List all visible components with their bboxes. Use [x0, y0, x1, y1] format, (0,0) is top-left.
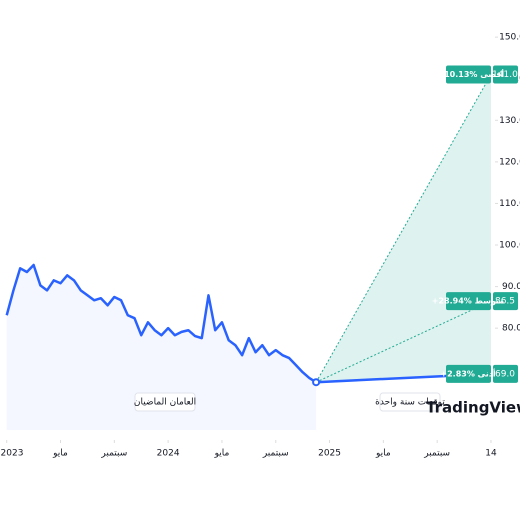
x-tick-label: 2024	[157, 449, 180, 459]
y-tick-label: 150.0	[499, 33, 520, 43]
level-tag-label: +2.83% أدنى	[440, 368, 495, 378]
current-point	[312, 378, 321, 387]
value-tag-label: 141.0	[492, 70, 518, 80]
y-tick-label: 110.0	[499, 199, 520, 209]
level-tag	[446, 364, 491, 383]
level-tag	[446, 65, 491, 84]
x-tick-label: مايو	[375, 449, 391, 459]
level-tag-label: +28.94% متوسط	[432, 297, 505, 306]
watermark: TradingView	[426, 399, 520, 417]
value-tag	[493, 65, 518, 84]
forecast-line	[315, 74, 492, 383]
x-tick-label: سبتمبر	[100, 449, 127, 459]
x-tick-label: سبتمبر	[262, 449, 289, 459]
annotation-box	[379, 392, 441, 412]
forecast-line	[315, 300, 492, 383]
price-line	[5, 263, 317, 384]
level-tag	[446, 292, 491, 311]
y-tick-label: 120.0	[499, 157, 520, 167]
value-tag	[493, 292, 518, 311]
annotation: توقعات سنة واحدة	[375, 398, 445, 408]
x-tick-label: مايو	[52, 449, 68, 459]
y-tick-label: 130.0	[499, 116, 520, 126]
annotation-box	[134, 392, 196, 412]
x-tick-label: 14	[485, 449, 497, 459]
x-tick-label: 2025	[318, 449, 341, 459]
value-tag-label: 86.5	[495, 297, 515, 307]
value-tag	[493, 364, 518, 383]
annotation: العامان الماضيان	[134, 398, 196, 408]
y-tick-label: 100.0	[499, 241, 520, 251]
value-tag-label: 69.0	[495, 369, 515, 379]
x-tick-label: 2023	[1, 449, 24, 459]
x-tick-label: سبتمبر	[423, 449, 450, 459]
y-tick-label: 90.0	[502, 282, 520, 292]
level-tag-label: +110.13% أقصى	[432, 69, 505, 79]
history-area	[6, 264, 317, 430]
x-tick-label: مايو	[214, 449, 230, 459]
y-tick-label: 80.0	[502, 324, 520, 334]
